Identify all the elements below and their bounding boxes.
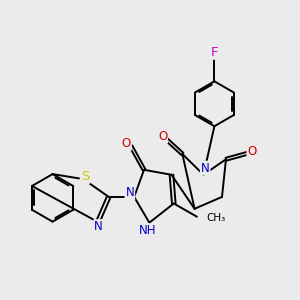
Text: NH: NH	[139, 224, 156, 237]
Text: N: N	[125, 186, 134, 200]
Text: O: O	[158, 130, 167, 142]
Text: CH₃: CH₃	[206, 213, 225, 223]
Text: O: O	[122, 137, 131, 150]
Text: S: S	[81, 170, 89, 183]
Text: N: N	[94, 220, 103, 233]
Text: O: O	[248, 145, 257, 158]
Text: N: N	[201, 162, 209, 175]
Text: F: F	[211, 46, 218, 59]
